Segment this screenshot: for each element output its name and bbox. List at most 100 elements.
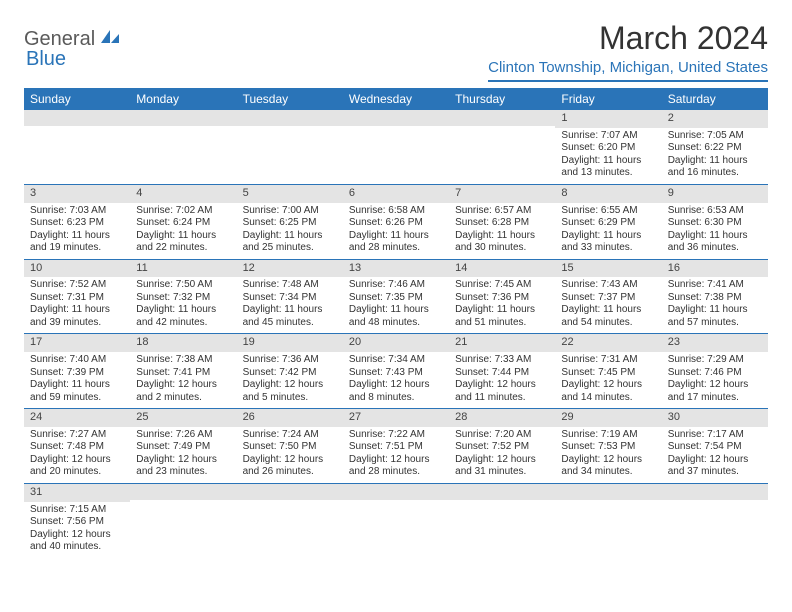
day-cell: 10Sunrise: 7:52 AMSunset: 7:31 PMDayligh… (24, 260, 130, 334)
day-info-line: Sunrise: 7:36 AM (243, 354, 337, 367)
day-info-line: Daylight: 12 hours and 37 minutes. (668, 454, 762, 479)
day-info-line: Daylight: 12 hours and 11 minutes. (455, 379, 549, 404)
day-number (237, 484, 343, 500)
day-info-line: Sunset: 7:38 PM (668, 292, 762, 305)
day-number: 3 (24, 185, 130, 203)
day-info-line: Daylight: 12 hours and 20 minutes. (30, 454, 124, 479)
logo-text-blue: Blue (26, 48, 66, 71)
day-number: 25 (130, 409, 236, 427)
day-info-line: Sunrise: 7:41 AM (668, 279, 762, 292)
day-info-line: Sunset: 6:29 PM (561, 217, 655, 230)
day-cell: 13Sunrise: 7:46 AMSunset: 7:35 PMDayligh… (343, 260, 449, 334)
day-cell: 27Sunrise: 7:22 AMSunset: 7:51 PMDayligh… (343, 409, 449, 483)
day-number: 30 (662, 409, 768, 427)
day-number: 27 (343, 409, 449, 427)
day-body (343, 500, 449, 554)
day-info-line: Sunset: 6:30 PM (668, 217, 762, 230)
day-info-line: Sunrise: 7:43 AM (561, 279, 655, 292)
empty-cell (237, 110, 343, 184)
day-body: Sunrise: 7:02 AMSunset: 6:24 PMDaylight:… (130, 203, 236, 259)
day-info-line: Daylight: 11 hours and 59 minutes. (30, 379, 124, 404)
day-info-line: Sunrise: 6:55 AM (561, 205, 655, 218)
day-info-line: Daylight: 11 hours and 25 minutes. (243, 230, 337, 255)
day-info-line: Sunset: 7:53 PM (561, 441, 655, 454)
day-info-line: Sunset: 7:41 PM (136, 367, 230, 380)
day-info-line: Sunrise: 7:48 AM (243, 279, 337, 292)
day-info-line: Sunrise: 7:33 AM (455, 354, 549, 367)
day-cell: 25Sunrise: 7:26 AMSunset: 7:49 PMDayligh… (130, 409, 236, 483)
empty-cell (343, 110, 449, 184)
day-number: 14 (449, 260, 555, 278)
day-info-line: Sunrise: 7:50 AM (136, 279, 230, 292)
day-info-line: Sunrise: 7:40 AM (30, 354, 124, 367)
day-header: Sunday (24, 88, 130, 110)
day-info-line: Sunset: 7:52 PM (455, 441, 549, 454)
empty-cell (662, 484, 768, 558)
day-info-line: Sunset: 7:37 PM (561, 292, 655, 305)
day-number: 31 (24, 484, 130, 502)
day-body: Sunrise: 7:40 AMSunset: 7:39 PMDaylight:… (24, 352, 130, 408)
day-info-line: Daylight: 11 hours and 16 minutes. (668, 155, 762, 180)
day-number: 4 (130, 185, 236, 203)
week-row: 17Sunrise: 7:40 AMSunset: 7:39 PMDayligh… (24, 334, 768, 409)
day-body: Sunrise: 7:50 AMSunset: 7:32 PMDaylight:… (130, 277, 236, 333)
day-info-line: Sunrise: 7:26 AM (136, 429, 230, 442)
day-number: 6 (343, 185, 449, 203)
day-body: Sunrise: 6:53 AMSunset: 6:30 PMDaylight:… (662, 203, 768, 259)
day-number (449, 484, 555, 500)
day-info-line: Daylight: 12 hours and 26 minutes. (243, 454, 337, 479)
header: General March 2024 Clinton Township, Mic… (24, 20, 768, 82)
day-body (449, 500, 555, 554)
day-info-line: Sunrise: 7:05 AM (668, 130, 762, 143)
day-cell: 23Sunrise: 7:29 AMSunset: 7:46 PMDayligh… (662, 334, 768, 408)
day-info-line: Daylight: 12 hours and 14 minutes. (561, 379, 655, 404)
day-body: Sunrise: 6:55 AMSunset: 6:29 PMDaylight:… (555, 203, 661, 259)
day-info-line: Sunrise: 7:29 AM (668, 354, 762, 367)
day-body: Sunrise: 7:29 AMSunset: 7:46 PMDaylight:… (662, 352, 768, 408)
day-number: 19 (237, 334, 343, 352)
day-number: 9 (662, 185, 768, 203)
day-info-line: Sunset: 7:56 PM (30, 516, 124, 529)
empty-cell (130, 110, 236, 184)
day-cell: 22Sunrise: 7:31 AMSunset: 7:45 PMDayligh… (555, 334, 661, 408)
day-body (343, 126, 449, 180)
day-cell: 31Sunrise: 7:15 AMSunset: 7:56 PMDayligh… (24, 484, 130, 558)
day-body: Sunrise: 7:03 AMSunset: 6:23 PMDaylight:… (24, 203, 130, 259)
day-info-line: Sunrise: 7:03 AM (30, 205, 124, 218)
day-body: Sunrise: 7:05 AMSunset: 6:22 PMDaylight:… (662, 128, 768, 184)
day-header: Tuesday (237, 88, 343, 110)
day-body (130, 126, 236, 180)
day-header: Monday (130, 88, 236, 110)
day-number (130, 110, 236, 126)
day-body: Sunrise: 7:48 AMSunset: 7:34 PMDaylight:… (237, 277, 343, 333)
day-body (130, 500, 236, 554)
day-number (555, 484, 661, 500)
empty-cell (555, 484, 661, 558)
weeks-container: 1Sunrise: 7:07 AMSunset: 6:20 PMDaylight… (24, 110, 768, 558)
day-info-line: Sunrise: 7:02 AM (136, 205, 230, 218)
day-info-line: Sunrise: 7:52 AM (30, 279, 124, 292)
day-body: Sunrise: 7:19 AMSunset: 7:53 PMDaylight:… (555, 427, 661, 483)
day-info-line: Sunrise: 6:58 AM (349, 205, 443, 218)
day-header: Friday (555, 88, 661, 110)
week-row: 24Sunrise: 7:27 AMSunset: 7:48 PMDayligh… (24, 409, 768, 484)
day-body: Sunrise: 7:43 AMSunset: 7:37 PMDaylight:… (555, 277, 661, 333)
empty-cell (237, 484, 343, 558)
day-cell: 18Sunrise: 7:38 AMSunset: 7:41 PMDayligh… (130, 334, 236, 408)
week-row: 31Sunrise: 7:15 AMSunset: 7:56 PMDayligh… (24, 484, 768, 558)
day-info-line: Daylight: 11 hours and 39 minutes. (30, 304, 124, 329)
day-body: Sunrise: 6:57 AMSunset: 6:28 PMDaylight:… (449, 203, 555, 259)
empty-cell (343, 484, 449, 558)
week-row: 1Sunrise: 7:07 AMSunset: 6:20 PMDaylight… (24, 110, 768, 185)
day-info-line: Daylight: 11 hours and 30 minutes. (455, 230, 549, 255)
day-info-line: Sunset: 6:23 PM (30, 217, 124, 230)
day-cell: 6Sunrise: 6:58 AMSunset: 6:26 PMDaylight… (343, 185, 449, 259)
day-info-line: Daylight: 12 hours and 8 minutes. (349, 379, 443, 404)
day-cell: 4Sunrise: 7:02 AMSunset: 6:24 PMDaylight… (130, 185, 236, 259)
day-cell: 9Sunrise: 6:53 AMSunset: 6:30 PMDaylight… (662, 185, 768, 259)
day-number: 11 (130, 260, 236, 278)
day-info-line: Sunset: 7:35 PM (349, 292, 443, 305)
day-body: Sunrise: 7:36 AMSunset: 7:42 PMDaylight:… (237, 352, 343, 408)
day-cell: 1Sunrise: 7:07 AMSunset: 6:20 PMDaylight… (555, 110, 661, 184)
day-info-line: Sunrise: 7:22 AM (349, 429, 443, 442)
